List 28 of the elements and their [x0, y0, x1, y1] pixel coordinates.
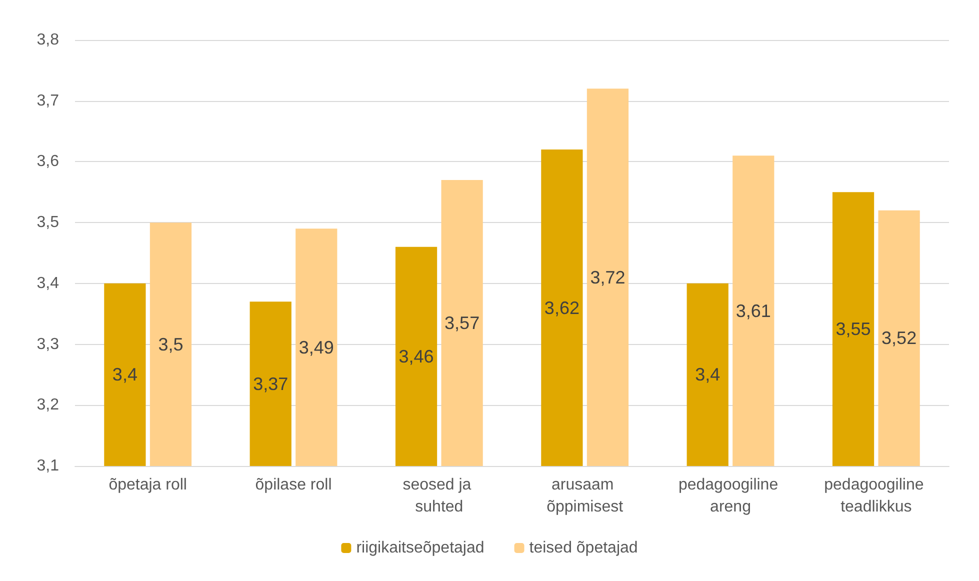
x-tick-label: pedagoogiline teadlikkus — [824, 476, 928, 516]
legend-label: teised õpetajad — [529, 540, 638, 556]
x-tick-label: õpetaja roll — [108, 476, 187, 494]
y-tick-label: 3,8 — [36, 32, 60, 48]
x-tick-label: õpilase roll — [255, 476, 332, 494]
y-tick-label: 3,6 — [36, 153, 60, 170]
y-tick-label: 3,7 — [36, 92, 60, 110]
legend-label: riigikaitseõpetajad — [356, 540, 484, 556]
y-tick-label: 3,4 — [36, 274, 60, 292]
y-tick-label: 3,1 — [36, 458, 60, 474]
x-tick-label: arusaam õppimisest — [546, 476, 624, 516]
data-label: 3,49 — [298, 337, 334, 358]
data-label: 3,57 — [444, 312, 480, 333]
data-label: 3,52 — [882, 328, 917, 348]
data-label: 3,4 — [112, 364, 138, 385]
data-label: 3,62 — [544, 298, 580, 318]
data-label: 3,61 — [736, 300, 771, 321]
y-tick-label: 3,5 — [36, 214, 60, 232]
data-label: 3,46 — [398, 346, 434, 366]
data-label: 3,5 — [158, 334, 184, 354]
x-tick-label: pedagoogiline areng — [678, 476, 783, 516]
y-tick-label: 3,3 — [36, 336, 60, 353]
data-label: 3,37 — [253, 374, 288, 394]
data-label: 3,4 — [695, 364, 720, 385]
data-label: 3,55 — [836, 319, 871, 340]
data-label: 3,72 — [590, 267, 626, 288]
y-tick-label: 3,2 — [36, 396, 60, 414]
x-tick-label: seosed ja suhted — [402, 476, 476, 516]
